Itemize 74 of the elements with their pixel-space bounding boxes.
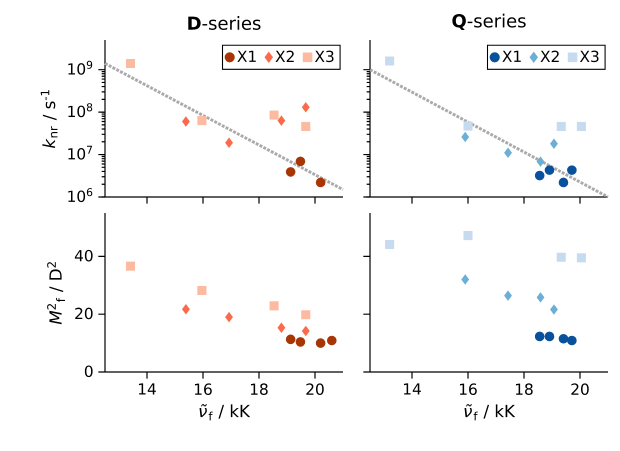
point — [278, 116, 286, 126]
point — [296, 156, 306, 166]
point — [301, 122, 310, 131]
point — [576, 253, 586, 262]
point — [536, 292, 544, 302]
point — [567, 165, 577, 175]
point — [544, 332, 554, 342]
point — [461, 132, 470, 142]
y-tick-label: 10$^{6}$ — [68, 188, 92, 202]
point — [576, 122, 586, 131]
y-tick-label: 20 — [75, 308, 93, 320]
point — [225, 138, 233, 148]
point — [534, 332, 544, 342]
x-tick-label: 20 — [571, 383, 589, 395]
point — [316, 338, 326, 348]
y-tick-label: 0 — [84, 365, 93, 378]
point — [302, 102, 310, 112]
point — [126, 58, 136, 68]
point — [550, 304, 558, 315]
point — [270, 301, 279, 310]
point — [556, 122, 566, 131]
x-tick-label: 20 — [306, 383, 324, 395]
point — [544, 165, 554, 175]
point — [385, 240, 394, 250]
x-tick-label: 14 — [404, 383, 421, 395]
point — [534, 170, 544, 180]
y-axis-title: k$_{nr}$ / s$^{-1}$ — [40, 90, 58, 148]
x-axis-title: ν̃$_{f}$ / kK — [464, 404, 516, 420]
point — [504, 148, 512, 158]
point — [286, 167, 296, 177]
point — [182, 304, 190, 314]
legend-label: X1 — [502, 50, 521, 62]
legend-label: X1 — [237, 50, 256, 62]
point — [550, 138, 558, 149]
point — [126, 262, 136, 271]
point — [270, 110, 279, 120]
legend-label: X2 — [275, 50, 294, 62]
point — [296, 337, 306, 347]
y-tick-label: 40 — [74, 250, 93, 262]
x-axis-title: ν̃$_{f}$ / kK — [200, 404, 250, 420]
chart-title: Q-series — [452, 14, 526, 30]
point — [197, 286, 206, 296]
point — [567, 336, 577, 346]
y-tick-label: 10$^{9}$ — [68, 60, 92, 75]
point — [556, 252, 566, 262]
point — [326, 336, 337, 346]
y-tick-label: 10$^{8}$ — [68, 103, 92, 118]
point — [504, 290, 512, 301]
point — [461, 274, 470, 285]
x-tick-label: 18 — [516, 383, 533, 395]
point — [182, 116, 190, 127]
chart-title: D-series — [188, 16, 260, 30]
point — [558, 334, 568, 344]
point — [316, 178, 326, 188]
x-tick-label: 18 — [250, 383, 268, 395]
x-tick-label: 14 — [138, 383, 156, 395]
point — [463, 231, 473, 240]
point — [301, 310, 310, 320]
y-axis-title: M$^{2}$$_{f}$ / D$^{2}$ — [47, 262, 65, 324]
legend-label: X3 — [580, 50, 599, 62]
point — [286, 334, 296, 344]
x-tick-label: 16 — [460, 383, 477, 395]
point — [385, 56, 394, 66]
point — [536, 156, 544, 167]
point — [225, 312, 233, 322]
point — [197, 116, 206, 126]
y-tick-label: 10$^{7}$ — [68, 146, 92, 160]
point — [558, 178, 568, 188]
point — [463, 121, 473, 131]
x-tick-label: 16 — [194, 383, 212, 395]
point — [278, 322, 286, 333]
point — [302, 326, 310, 336]
legend-label: X2 — [540, 50, 559, 62]
legend-label: X3 — [314, 50, 334, 62]
